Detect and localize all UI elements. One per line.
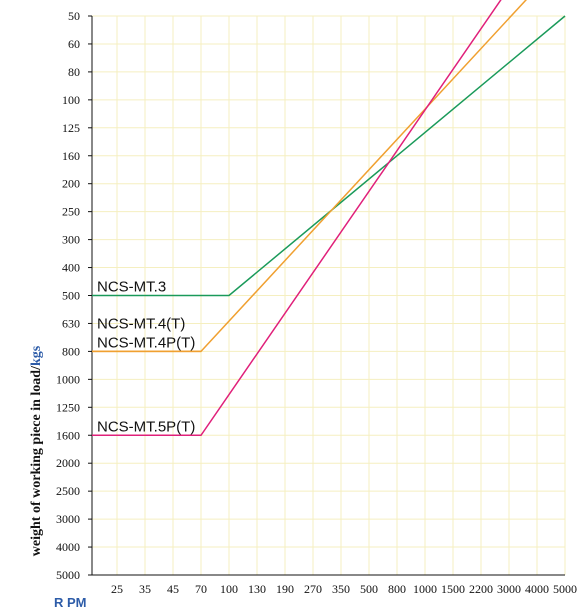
x-axis-label: R PM xyxy=(54,595,87,610)
x-tick-label: 70 xyxy=(195,582,207,596)
y-tick-label: 50 xyxy=(68,9,80,23)
y-tick-label: 500 xyxy=(62,289,80,303)
y-axis-label-text: weight of working piece in load/ xyxy=(29,365,44,556)
x-tick-label: 5000 xyxy=(553,582,577,596)
series-line xyxy=(92,0,502,436)
x-tick-label: 25 xyxy=(111,582,123,596)
x-tick-label: 500 xyxy=(360,582,378,596)
y-tick-label: 630 xyxy=(62,316,80,330)
y-tick-label: 2500 xyxy=(56,484,80,498)
x-tick-label: 190 xyxy=(276,582,294,596)
series-label: NCS-MT.5P(T) xyxy=(97,418,195,435)
y-tick-label: 5000 xyxy=(56,568,80,582)
x-tick-label: 2200 xyxy=(469,582,493,596)
x-tick-label: 800 xyxy=(388,582,406,596)
y-tick-label: 4000 xyxy=(56,540,80,554)
y-tick-label: 800 xyxy=(62,344,80,358)
series-labels: NCS-MT.3 NCS-MT.4(T) NCS-MT.4P(T) NCS-MT.5P… xyxy=(97,279,195,436)
y-axis-unit: kgs xyxy=(29,345,44,366)
x-tick-label: 3000 xyxy=(497,582,521,596)
y-tick-label: 400 xyxy=(62,261,80,275)
x-tick-label: 45 xyxy=(167,582,179,596)
x-tick-label: 4000 xyxy=(525,582,549,596)
y-tick-label: 1000 xyxy=(56,372,80,386)
x-tick-label: 35 xyxy=(139,582,151,596)
y-tick-label: 2000 xyxy=(56,456,80,470)
y-tick-label: 300 xyxy=(62,233,80,247)
x-tick-label: 350 xyxy=(332,582,350,596)
series-label: NCS-MT.4P(T) xyxy=(97,334,195,351)
x-tick-label: 270 xyxy=(304,582,322,596)
series-lines xyxy=(92,0,566,436)
series-line xyxy=(92,15,566,297)
y-tick-label: 250 xyxy=(62,205,80,219)
x-tick-label: 1000 xyxy=(413,582,437,596)
series-label: NCS-MT.4(T) xyxy=(97,315,185,332)
y-tick-label: 100 xyxy=(62,93,80,107)
x-tick-label: 100 xyxy=(220,582,238,596)
y-tick-label: 1250 xyxy=(56,400,80,414)
y-tick-label: 1600 xyxy=(56,428,80,442)
series-line xyxy=(92,0,527,353)
x-tick-label: 1500 xyxy=(441,582,465,596)
y-tick-labels: 50 60 80 100 125 160 200 250 300 400 500 630 800 1000… xyxy=(56,9,80,582)
series-label: NCS-MT.3 xyxy=(97,279,166,296)
x-tick-label: 130 xyxy=(248,582,266,596)
y-axis-label: weight of working piece in load/kgs xyxy=(29,345,44,556)
x-tick-labels: 25 35 45 70 100 130 190 270 350 500 800 1000 1500 220… xyxy=(111,582,577,596)
y-tick-label: 125 xyxy=(62,121,80,135)
y-tick-label: 60 xyxy=(68,37,80,51)
y-tick-label: 200 xyxy=(62,177,80,191)
y-tick-label: 160 xyxy=(62,149,80,163)
y-tick-label: 3000 xyxy=(56,512,80,526)
y-tick-label: 80 xyxy=(68,65,80,79)
